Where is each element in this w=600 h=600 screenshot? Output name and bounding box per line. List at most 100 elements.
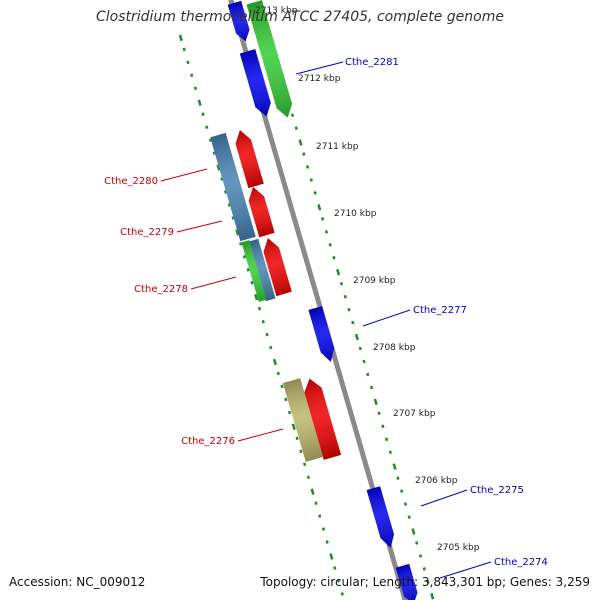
inner-scale-ticks — [314, 501, 318, 505]
inner-scale-ticks — [269, 345, 273, 350]
inner-scale-ticks — [329, 553, 334, 560]
outer-scale-ticks — [351, 320, 355, 325]
outer-scale-ticks — [358, 346, 362, 351]
outer-scale-ticks — [407, 515, 411, 519]
scale-ticks — [178, 9, 435, 600]
inner-scale-ticks — [333, 566, 337, 570]
outer-scale-ticks — [415, 541, 419, 545]
inner-scale-ticks — [287, 410, 292, 415]
gene-label-cthe-2281[interactable]: Cthe_2281 — [345, 57, 399, 68]
outer-scale-ticks — [400, 489, 404, 493]
scale-label: 2707 kbp — [393, 409, 436, 419]
inner-scale-ticks — [254, 293, 259, 301]
inner-scale-ticks — [291, 423, 296, 431]
gene-feature-red[interactable] — [301, 376, 342, 460]
gene-label-cthe-2280[interactable]: Cthe_2280 — [104, 176, 158, 187]
outer-scale-ticks — [362, 359, 366, 364]
inner-scale-ticks — [325, 540, 329, 544]
inner-scale-ticks — [190, 73, 194, 78]
gene-callout-line — [190, 276, 237, 290]
gene-feature-green[interactable] — [241, 240, 267, 302]
gene-feature-blue[interactable] — [308, 306, 337, 364]
outer-scale-ticks — [294, 126, 298, 130]
gene-callout-line — [362, 309, 411, 327]
inner-scale-ticks — [303, 462, 307, 467]
inner-scale-ticks — [182, 47, 186, 52]
scale-label: 2711 kbp — [316, 142, 359, 152]
inner-scale-ticks — [205, 125, 209, 129]
accession-text: Accession: NC_009012 — [9, 575, 146, 589]
inner-scale-ticks — [239, 242, 243, 246]
inner-scale-ticks — [340, 592, 344, 596]
inner-scale-ticks — [284, 397, 288, 402]
gene-label-cthe-2276[interactable]: Cthe_2276 — [181, 436, 235, 447]
inner-scale-ticks — [295, 436, 299, 441]
outer-scale-ticks — [343, 294, 347, 299]
map-title: Clostridium thermocellum ATCC 27405, com… — [96, 9, 504, 25]
outer-scale-ticks — [418, 554, 423, 558]
outer-scale-ticks — [396, 476, 400, 480]
outer-scale-ticks — [430, 593, 435, 600]
inner-scale-ticks — [220, 177, 224, 181]
inner-scale-ticks — [318, 514, 322, 518]
inner-scale-ticks — [186, 60, 190, 65]
gene-feature-red[interactable] — [260, 236, 292, 297]
outer-scale-ticks — [336, 268, 341, 276]
gene-feature-blue[interactable] — [239, 49, 274, 119]
gene-feature-blue[interactable] — [227, 0, 253, 43]
gene-callout-line — [420, 489, 468, 507]
inner-scale-ticks — [212, 151, 216, 155]
gene-feature-steelblue[interactable] — [248, 238, 276, 302]
gene-feature-red[interactable] — [245, 185, 275, 238]
outer-scale-ticks — [392, 463, 397, 470]
gene-feature-khaki[interactable] — [282, 378, 324, 462]
outer-scale-ticks — [373, 398, 378, 406]
inner-scale-ticks — [208, 138, 213, 142]
gene-feature-blue[interactable] — [366, 486, 398, 549]
scale-label: 2712 kbp — [298, 74, 341, 84]
inner-scale-ticks — [242, 255, 247, 259]
inner-scale-ticks — [276, 371, 280, 376]
scale-label: 2709 kbp — [353, 276, 396, 286]
inner-scale-ticks — [201, 112, 205, 117]
gene-feature-steelblue[interactable] — [210, 132, 256, 242]
gene-callout-line — [295, 61, 344, 75]
inner-scale-ticks — [310, 488, 315, 495]
outer-scale-ticks — [328, 243, 332, 247]
inner-scale-ticks — [261, 319, 265, 324]
outer-scale-ticks — [302, 152, 306, 156]
scale-label: 2713 kbp — [255, 6, 298, 16]
gene-label-cthe-2275[interactable]: Cthe_2275 — [470, 485, 524, 496]
outer-scale-ticks — [426, 580, 430, 584]
gene-feature-blue[interactable] — [395, 563, 421, 600]
inner-scale-ticks — [223, 190, 228, 194]
outer-scale-ticks — [298, 139, 303, 146]
gene-callout-line — [160, 168, 208, 182]
outer-scale-ticks — [332, 255, 336, 260]
gene-label-cthe-2274[interactable]: Cthe_2274 — [494, 557, 548, 568]
gene-label-cthe-2278[interactable]: Cthe_2278 — [134, 284, 188, 295]
inner-scale-ticks — [235, 229, 240, 236]
inner-scale-ticks — [280, 384, 284, 389]
outer-scale-ticks — [317, 204, 322, 211]
gene-label-cthe-2279[interactable]: Cthe_2279 — [120, 227, 174, 238]
outer-scale-ticks — [290, 113, 295, 117]
gene-feature-green[interactable] — [246, 0, 296, 120]
gene-feature-red[interactable] — [232, 128, 264, 189]
inner-scale-ticks — [257, 306, 262, 311]
outer-scale-ticks — [411, 528, 416, 535]
inner-scale-ticks — [216, 164, 221, 171]
gene-label-cthe-2277[interactable]: Cthe_2277 — [413, 305, 467, 316]
inner-scale-ticks — [299, 449, 303, 454]
inner-scale-ticks — [197, 99, 202, 106]
outer-scale-ticks — [305, 165, 310, 169]
outer-scale-ticks — [321, 217, 325, 221]
outer-scale-ticks — [347, 307, 351, 312]
outer-scale-ticks — [309, 178, 313, 182]
inner-scale-ticks — [246, 268, 250, 272]
outer-scale-ticks — [377, 411, 381, 416]
features — [210, 0, 421, 600]
scale-label: 2706 kbp — [415, 476, 458, 486]
inner-scale-ticks — [336, 579, 341, 583]
